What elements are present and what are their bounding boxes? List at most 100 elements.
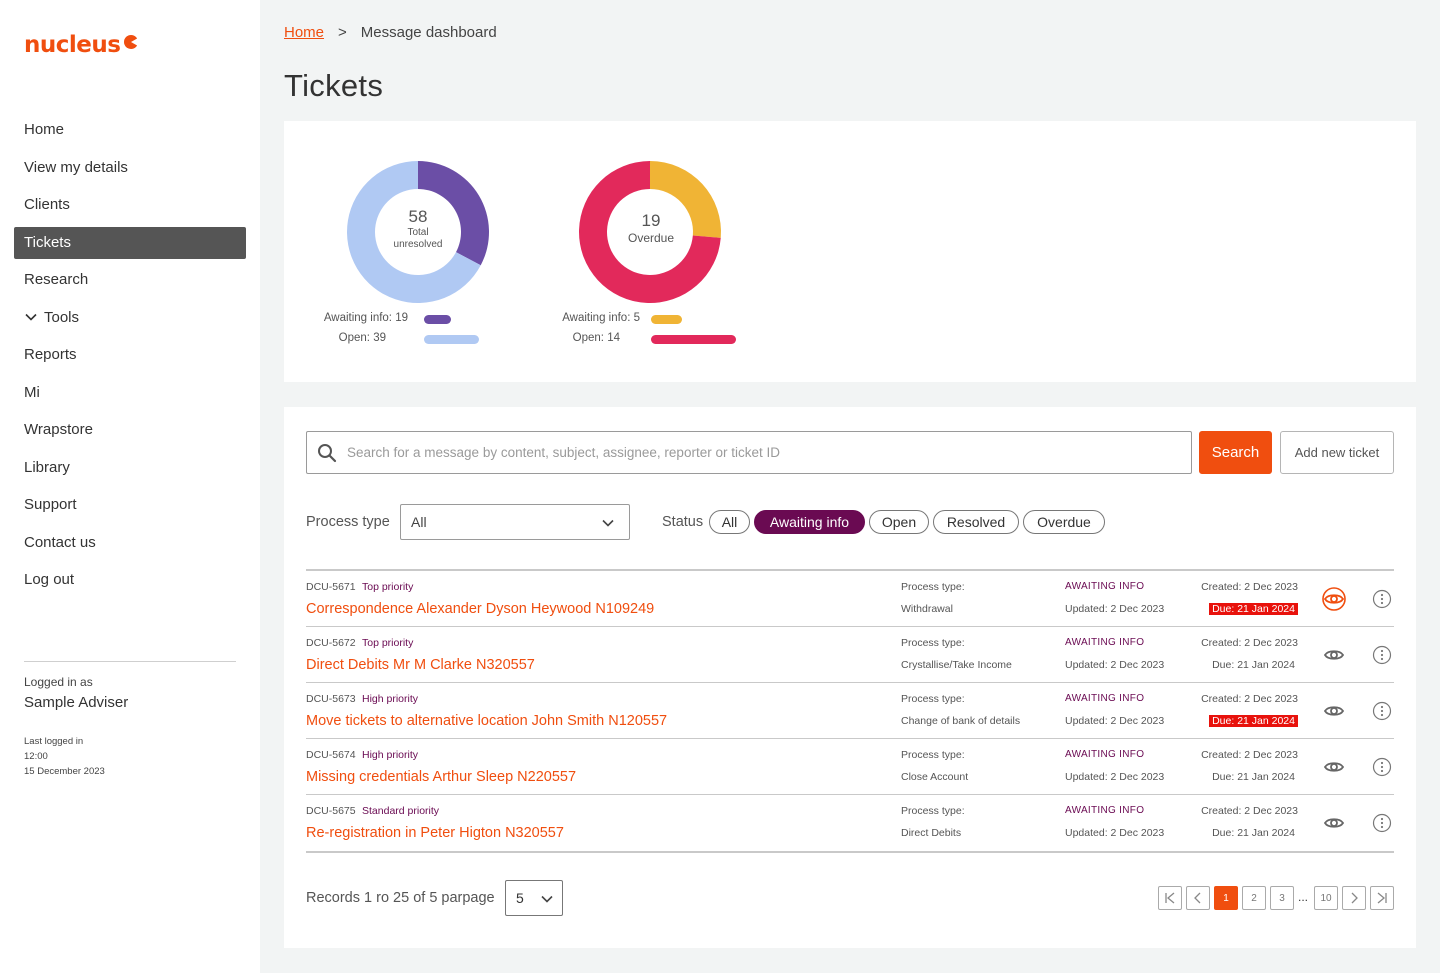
sidebar-item-contact-us[interactable]: Contact us xyxy=(14,524,246,562)
status-filter-overdue[interactable]: Overdue xyxy=(1023,510,1105,534)
status-filter-all[interactable]: All xyxy=(709,510,750,534)
tickets-list-card: Search Add new ticket Process type All S… xyxy=(284,407,1416,948)
sidebar-item-log-out[interactable]: Log out xyxy=(14,561,246,599)
sidebar-nav: Home View my details Clients Tickets Res… xyxy=(14,111,246,599)
sidebar-item-label: Reports xyxy=(24,346,77,364)
per-page-value: 5 xyxy=(516,890,524,906)
ticket-status: AWAITING INFO xyxy=(1065,693,1145,704)
status-filter-open[interactable]: Open xyxy=(869,510,929,534)
ticket-due-date: Due: 21 Jan 2024 xyxy=(1212,827,1295,839)
ticket-row[interactable]: DCU-5672 Top priority Direct Debits Mr M C… xyxy=(306,627,1394,683)
ticket-process-value: Crystallise/Take Income xyxy=(901,659,1012,671)
donut2-legend-bar-open xyxy=(651,335,736,344)
ticket-row[interactable]: DCU-5673 High priority Move tickets to alt… xyxy=(306,683,1394,739)
next-page-button[interactable] xyxy=(1342,886,1366,910)
view-ticket-eye-icon[interactable] xyxy=(1322,699,1346,723)
page-2-button[interactable]: 2 xyxy=(1242,886,1266,910)
chevron-left-icon xyxy=(1194,892,1201,904)
ticket-process-label: Process type: xyxy=(901,805,965,817)
view-ticket-eye-icon[interactable] xyxy=(1322,643,1346,667)
donut2-center: 19 Overdue xyxy=(611,211,691,245)
sidebar-item-clients[interactable]: Clients xyxy=(14,186,246,224)
more-options-icon[interactable] xyxy=(1372,645,1392,665)
overdue-donut xyxy=(579,161,721,303)
donut1-center-value: 58 xyxy=(408,207,428,226)
sidebar-item-tickets[interactable]: Tickets xyxy=(14,226,246,259)
per-page-select[interactable]: 5 xyxy=(505,880,563,916)
donut1-legend-bar-awaiting xyxy=(424,315,451,324)
chevron-down-icon xyxy=(25,314,37,321)
search-button[interactable]: Search xyxy=(1199,431,1272,474)
ticket-title-link[interactable]: Missing credentials Arthur Sleep N220557 xyxy=(306,769,577,785)
ticket-title-link[interactable]: Re-registration in Peter Higton N320557 xyxy=(306,825,564,841)
ticket-status: AWAITING INFO xyxy=(1065,805,1145,816)
donut2-legend-bar-awaiting xyxy=(651,315,682,324)
previous-page-button[interactable] xyxy=(1186,886,1210,910)
sidebar-item-research[interactable]: Research xyxy=(14,261,246,299)
last-page-button[interactable] xyxy=(1370,886,1394,910)
donut1-center-label-2: unresolved xyxy=(393,239,443,250)
donut-slice-awaiting-info xyxy=(418,161,489,266)
ticket-updated: Updated: 2 Dec 2023 xyxy=(1065,603,1165,615)
sidebar-item-wrapstore[interactable]: Wrapstore xyxy=(14,411,246,449)
more-options-icon[interactable] xyxy=(1372,813,1392,833)
add-new-ticket-button[interactable]: Add new ticket xyxy=(1280,431,1394,474)
sidebar: nucleus Home View my details Clients Tic… xyxy=(0,0,260,973)
breadcrumb-home-link[interactable]: Home xyxy=(284,24,325,41)
sidebar-item-view-my-details[interactable]: View my details xyxy=(14,149,246,187)
logged-in-label: Logged in as xyxy=(24,675,93,689)
ticket-process-label: Process type: xyxy=(901,581,965,593)
ticket-row[interactable]: DCU-5675 Standard priority Re-registration… xyxy=(306,795,1394,851)
page-title: Tickets xyxy=(284,68,384,103)
view-ticket-eye-icon[interactable] xyxy=(1322,587,1346,611)
ticket-status: AWAITING INFO xyxy=(1065,581,1145,592)
sidebar-item-mi[interactable]: Mi xyxy=(14,374,246,412)
sidebar-item-label: Mi xyxy=(24,383,40,401)
ticket-id: DCU-5671 xyxy=(306,581,356,593)
view-ticket-eye-icon[interactable] xyxy=(1322,755,1346,779)
view-ticket-eye-icon[interactable] xyxy=(1322,811,1346,835)
sidebar-item-label: Contact us xyxy=(24,533,96,551)
donut2-center-label: Overdue xyxy=(627,231,675,245)
nucleus-logo[interactable]: nucleus xyxy=(24,32,144,68)
ticket-due-date: Due: 21 Jan 2024 xyxy=(1209,603,1298,615)
breadcrumb-separator: > xyxy=(338,24,347,41)
ticket-process-value: Withdrawal xyxy=(901,603,953,615)
ticket-title-link[interactable]: Correspondence Alexander Dyson Heywood N… xyxy=(306,601,655,617)
ticket-title-link[interactable]: Direct Debits Mr M Clarke N320557 xyxy=(306,657,535,673)
page-10-button[interactable]: 10 xyxy=(1314,886,1338,910)
donut1-legend-awaiting: Awaiting info: 19 xyxy=(323,312,408,324)
status-filter-resolved[interactable]: Resolved xyxy=(933,510,1019,534)
ticket-row[interactable]: DCU-5674 High priority Missing credentials… xyxy=(306,739,1394,795)
more-options-icon[interactable] xyxy=(1372,757,1392,777)
search-input[interactable] xyxy=(347,432,1177,473)
sidebar-item-home[interactable]: Home xyxy=(14,111,246,149)
ticket-status: AWAITING INFO xyxy=(1065,749,1145,760)
sidebar-item-label: Wrapstore xyxy=(24,421,93,439)
sidebar-item-label: Tickets xyxy=(24,234,71,251)
process-type-select[interactable]: All xyxy=(400,504,630,540)
sidebar-item-reports[interactable]: Reports xyxy=(14,336,246,374)
ticket-title-link[interactable]: Move tickets to alternative location Joh… xyxy=(306,713,668,729)
status-filter-awaiting-info[interactable]: Awaiting info xyxy=(754,510,865,534)
ticket-created: Created: 2 Dec 2023 xyxy=(1201,581,1298,593)
status-filter-label: Status xyxy=(662,514,704,530)
page-3-button[interactable]: 3 xyxy=(1270,886,1294,910)
more-options-icon[interactable] xyxy=(1372,701,1392,721)
ticket-row[interactable]: DCU-5671 Top priority Correspondence Alexa… xyxy=(306,571,1394,627)
donut2-center-value: 19 xyxy=(641,211,661,230)
donut1-legend-open: Open: 39 xyxy=(338,332,386,344)
first-page-button[interactable] xyxy=(1158,886,1182,910)
chevron-right-icon xyxy=(1351,892,1358,904)
ticket-updated: Updated: 2 Dec 2023 xyxy=(1065,659,1165,671)
sidebar-item-library[interactable]: Library xyxy=(14,449,246,487)
sidebar-item-tools[interactable]: Tools xyxy=(14,299,246,337)
first-page-icon xyxy=(1165,892,1175,904)
sidebar-item-label: View my details xyxy=(24,158,128,176)
logo-mark-icon xyxy=(124,35,138,49)
page-1-button[interactable]: 1 xyxy=(1214,886,1238,910)
donut1-center: 58 Total unresolved xyxy=(378,207,458,251)
records-summary: Records 1 ro 25 of 5 parpage xyxy=(306,890,495,906)
sidebar-item-support[interactable]: Support xyxy=(14,486,246,524)
more-options-icon[interactable] xyxy=(1372,589,1392,609)
